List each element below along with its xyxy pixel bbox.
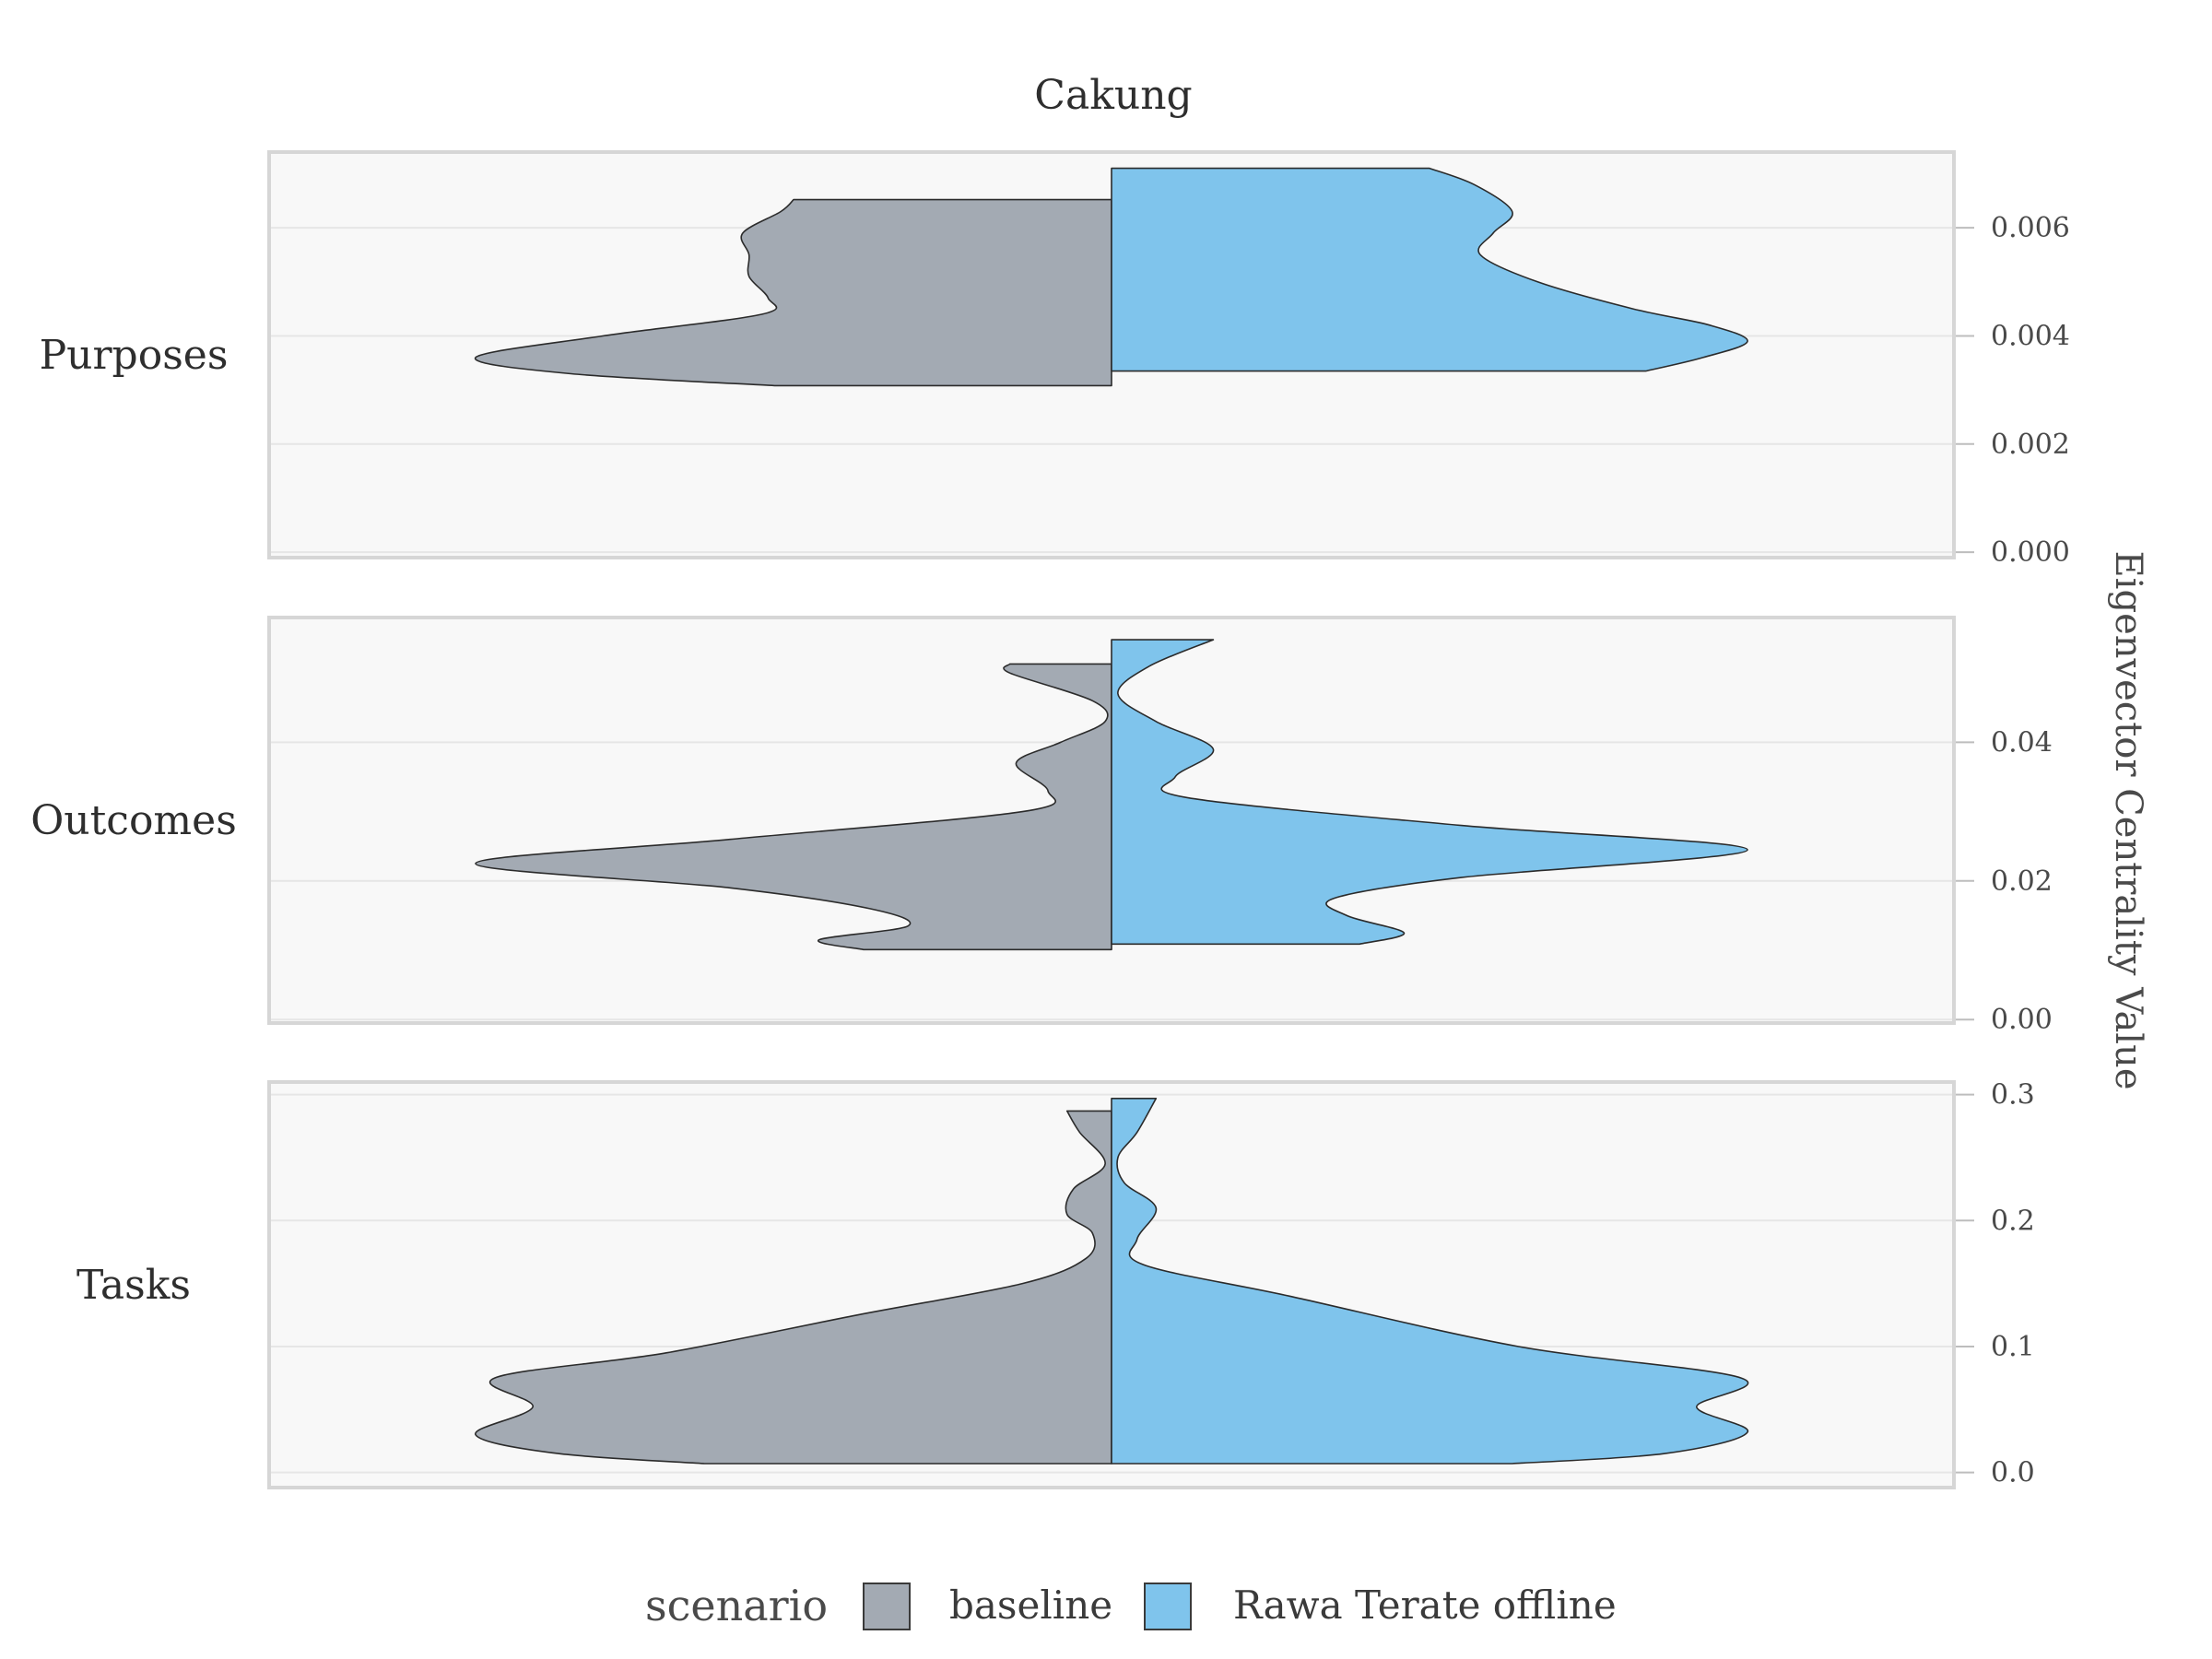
violin-offline-purposes: [1111, 167, 1748, 372]
y-tick-label: 0.006: [1991, 212, 2070, 244]
y-tick-label: 0.02: [1991, 865, 2053, 898]
y-tick-label: 0.002: [1991, 429, 2070, 461]
violin-baseline-tasks: [475, 1110, 1112, 1465]
legend: scenario baseline Rawa Terate offline: [645, 1581, 1617, 1630]
legend-swatch-baseline: [863, 1583, 911, 1630]
legend-label-offline: Rawa Terate offline: [1233, 1583, 1617, 1628]
chart-title: Cakung: [1034, 72, 1192, 119]
y-tick-label: 0.004: [1991, 320, 2070, 352]
y-tick-label: 0.1: [1991, 1331, 2035, 1363]
violin-offline-tasks: [1111, 1098, 1749, 1465]
y-tick-label: 0.0: [1991, 1457, 2035, 1489]
panel-tasks: 0.0 0.1 0.2 0.3 Tasks: [76, 1079, 2035, 1489]
row-label-purposes: Purposes: [40, 332, 229, 379]
violin-baseline-outcomes: [475, 663, 1112, 951]
legend-swatch-offline: [1144, 1583, 1192, 1630]
y-tick-label: 0.2: [1991, 1205, 2035, 1237]
y-axis-title: Eigenvector Centrality Value: [2107, 550, 2149, 1089]
y-tick-label: 0.000: [1991, 536, 2070, 569]
panels: 0.000 0.002 0.004 0.006 Purposes 0.00 0.02 0.04…: [30, 150, 2070, 1489]
violin-offline-outcomes: [1111, 639, 1748, 946]
legend-label-baseline: baseline: [949, 1583, 1112, 1628]
y-tick-label: 0.00: [1991, 1004, 2053, 1036]
violin-baseline-purposes: [475, 198, 1112, 387]
legend-title: scenario: [645, 1581, 828, 1630]
row-label-tasks: Tasks: [76, 1262, 191, 1309]
y-tick-label: 0.3: [1991, 1079, 2035, 1112]
panel-purposes: 0.000 0.002 0.004 0.006 Purposes: [40, 150, 2070, 569]
panel-outcomes: 0.00 0.02 0.04 Outcomes: [30, 616, 2053, 1036]
y-tick-label: 0.04: [1991, 726, 2053, 759]
row-label-outcomes: Outcomes: [30, 797, 237, 844]
